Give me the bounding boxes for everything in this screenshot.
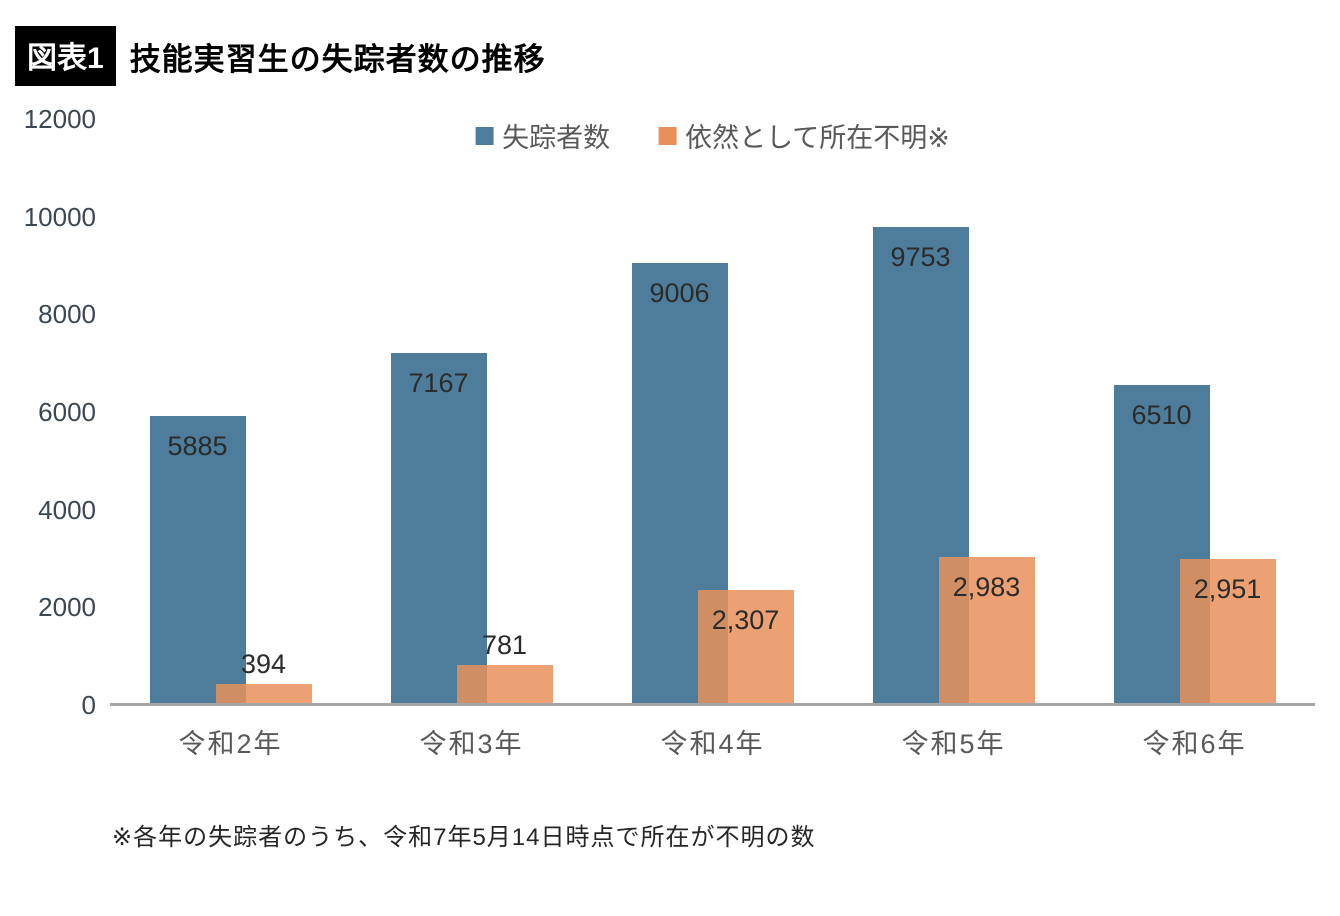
legend-swatch-icon <box>475 126 494 145</box>
y-axis-label: 0 <box>81 690 96 720</box>
legend: 失踪者数 依然として所在不明※ <box>475 116 950 155</box>
legend-label: 失踪者数 <box>502 123 611 153</box>
bar-value-label: 7167 <box>408 368 469 398</box>
x-axis-label: 令和4年 <box>660 729 765 759</box>
bar-group: 9006 2,307 <box>592 120 833 703</box>
page-title: 技能実習生の失踪者数の推移 <box>129 41 546 77</box>
x-axis-label: 令和6年 <box>1142 729 1247 759</box>
y-axis-label: 2000 <box>38 592 96 623</box>
bar-value-label: 6510 <box>1131 400 1192 431</box>
legend-swatch-icon <box>658 126 677 145</box>
header: 図表1 技能実習生の失踪者数の推移 <box>15 26 1340 86</box>
bar-group: 6510 2,951 <box>1074 120 1315 703</box>
y-axis-label: 6000 <box>38 397 96 427</box>
y-axis-label: 10000 <box>23 201 96 232</box>
still-missing-bar <box>1179 558 1276 703</box>
footnote: ※各年の失踪者のうち、令和7年5月14日時点で所在が不明の数 <box>112 824 816 851</box>
still-missing-bar <box>456 664 553 703</box>
bar-group: 5885 394 <box>110 120 351 703</box>
chart-number-badge: 図表1 <box>15 26 116 86</box>
bar-group: 9753 2,983 <box>833 120 1074 703</box>
bar-value-label: 9006 <box>649 278 710 309</box>
still-missing-bar <box>697 590 794 703</box>
missing-count-bar <box>149 415 246 703</box>
y-axis: 0 2000 4000 6000 8000 10000 12000 <box>10 104 110 720</box>
bar-value-label: 781 <box>481 629 528 660</box>
x-axis-label: 令和3年 <box>419 729 524 759</box>
chart-page: 図表1 技能実習生の失踪者数の推移 0 2000 4000 6000 8000 10000… <box>0 26 1340 916</box>
bar-value-label: 9753 <box>890 241 951 272</box>
x-axis: 令和2年 令和3年 令和4年 令和5年 令和6年 <box>110 722 1315 761</box>
x-axis-label: 令和2年 <box>178 729 283 759</box>
legend-item-still-missing: 依然として所在不明※ <box>658 116 950 155</box>
bar-value-label: 2,983 <box>952 572 1021 603</box>
bar-chart: 0 2000 4000 6000 8000 10000 12000 失踪者数 依然として所在不… <box>10 104 1315 761</box>
bar-value-label: 5885 <box>167 430 228 461</box>
x-axis-label: 令和5年 <box>901 729 1006 759</box>
y-axis-label: 4000 <box>38 494 96 525</box>
bar-value-label: 394 <box>240 648 287 679</box>
y-axis-label: 8000 <box>38 299 96 330</box>
legend-item-missing: 失踪者数 <box>475 116 610 155</box>
missing-count-bar <box>390 353 487 703</box>
bar-group: 7167 781 <box>351 120 592 703</box>
bar-value-label: 2,307 <box>711 605 780 636</box>
y-axis-label: 12000 <box>23 104 96 134</box>
still-missing-bar <box>938 557 1035 703</box>
plot-wrap: 失踪者数 依然として所在不明※ 5885 394 7167 781 9006 2,307 97… <box>110 120 1315 761</box>
plot-area: 5885 394 7167 781 9006 2,307 9753 2,983 6510 2,95… <box>110 120 1315 706</box>
bar-value-label: 2,951 <box>1193 573 1262 604</box>
still-missing-bar <box>215 683 312 703</box>
legend-label: 依然として所在不明※ <box>685 123 950 153</box>
